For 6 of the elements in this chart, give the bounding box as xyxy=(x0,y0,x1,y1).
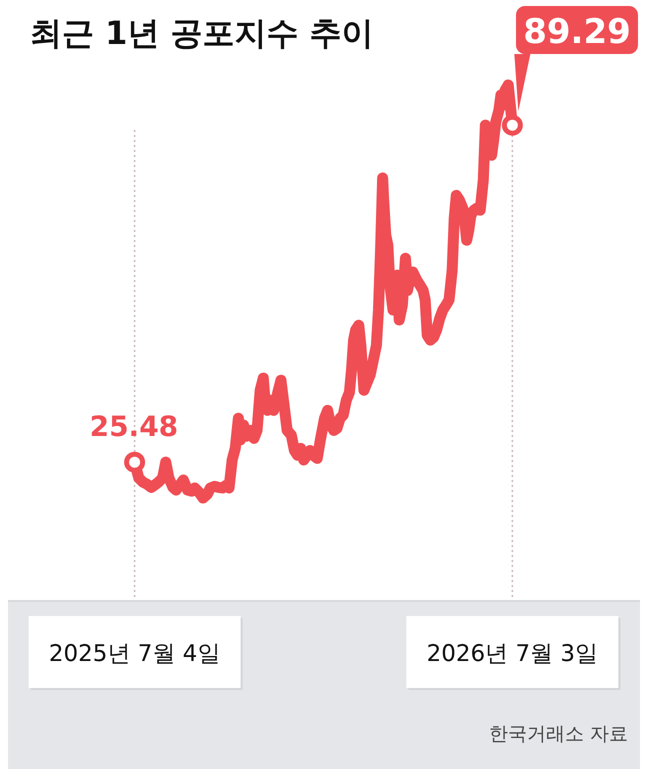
data-label: 25.48 xyxy=(90,410,178,444)
x-tick-label: 2026년 7월 3일 xyxy=(426,641,598,667)
data-label: 89.29 xyxy=(523,12,631,52)
x-tick-label: 2025년 7월 4일 xyxy=(48,641,220,667)
text: 한국거래소 자료 xyxy=(488,723,628,745)
chart-title: 최근 1년 공포지수 추이 xyxy=(30,14,374,52)
